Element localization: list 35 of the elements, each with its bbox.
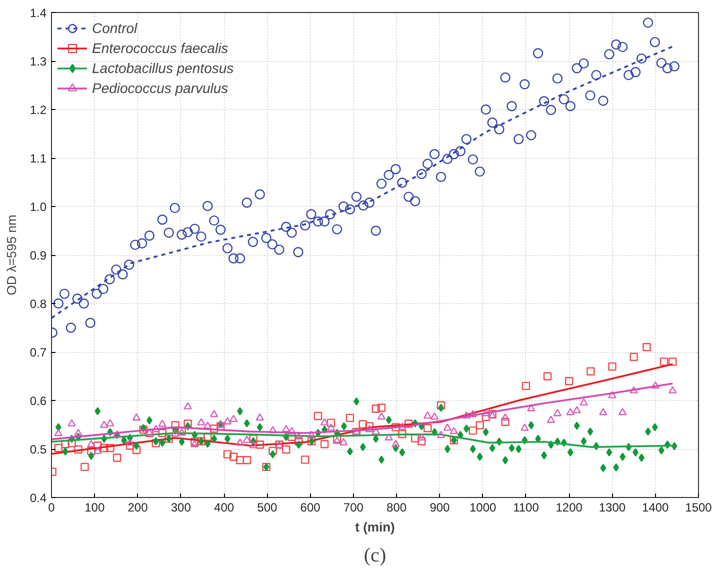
y-tick-label: 1.2 — [30, 103, 47, 117]
legend-label: Lactobacillus pentosus — [92, 60, 234, 76]
x-tick-label: 700 — [343, 500, 364, 514]
x-tick-label: 400 — [214, 500, 234, 514]
y-tick-label: 0.7 — [30, 346, 47, 360]
y-tick-label: 1.1 — [30, 152, 47, 166]
x-tick-label: 0 — [48, 500, 56, 514]
text: (c) — [364, 544, 386, 566]
y-tick-label: 0.9 — [30, 248, 47, 262]
y-tick-label: 0.4 — [30, 491, 47, 505]
x-tick-label: 1100 — [513, 500, 540, 514]
x-tick-label: 200 — [128, 500, 148, 514]
legend-label: Pediococcus parvulus — [92, 80, 228, 96]
legend-label: Control — [92, 20, 138, 36]
x-tick-label: 1500 — [685, 500, 712, 514]
x-tick-label: 1000 — [469, 500, 497, 514]
x-tick-label: 1200 — [556, 500, 583, 514]
y-tick-label: 0.6 — [30, 394, 47, 408]
x-tick-label: 800 — [386, 500, 407, 514]
y-tick-label: 1.4 — [30, 6, 47, 20]
y-tick-label: 1.0 — [30, 200, 47, 214]
x-tick-label: 500 — [257, 500, 278, 514]
x-tick-label: 1300 — [598, 500, 626, 514]
x-tick-label: 300 — [170, 500, 192, 514]
y-tick-label: 0.5 — [30, 442, 47, 456]
y-tick-label: 0.8 — [30, 297, 47, 311]
x-axis-title: t (min) — [355, 520, 395, 534]
x-tick-label: 600 — [300, 500, 321, 514]
x-tick-label: 900 — [430, 500, 450, 514]
x-tick-label: 100 — [84, 500, 105, 514]
y-axis-title: OD λ=595 nm — [4, 214, 19, 296]
x-tick-label: 1400 — [642, 500, 670, 514]
legend-label: Enterococcus faecalis — [92, 40, 228, 56]
line-series — [52, 382, 674, 440]
y-tick-label: 1.3 — [30, 54, 47, 68]
